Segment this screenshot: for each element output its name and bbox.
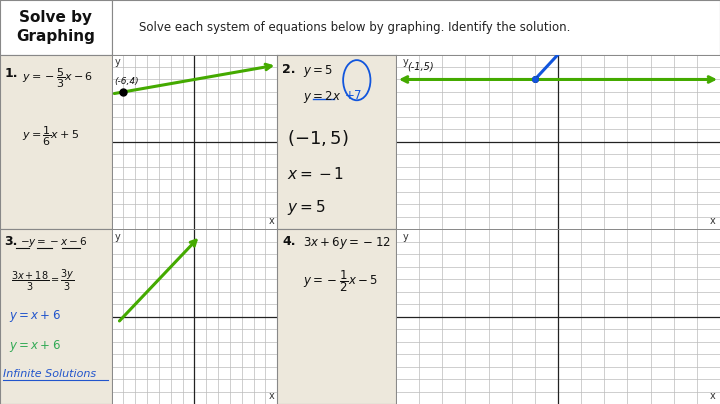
- Text: $y = 2x$: $y = 2x$: [303, 89, 341, 105]
- Text: Solve each system of equations below by graphing. Identify the solution.: Solve each system of equations below by …: [139, 21, 571, 34]
- Text: x: x: [709, 216, 715, 225]
- Text: $y = x + 6$: $y = x + 6$: [9, 338, 60, 354]
- Text: $x = -1$: $x = -1$: [287, 166, 344, 182]
- Text: $y = 5$: $y = 5$: [303, 63, 333, 79]
- Text: $y = -\dfrac{5}{3}x - 6$: $y = -\dfrac{5}{3}x - 6$: [22, 67, 94, 90]
- Text: $y = 5$: $y = 5$: [287, 198, 325, 217]
- Text: y: y: [402, 232, 408, 242]
- Text: (-6,4): (-6,4): [114, 78, 138, 86]
- Text: $\dfrac{3x+18}{3} = \dfrac{3y}{3}$: $\dfrac{3x+18}{3} = \dfrac{3y}{3}$: [12, 268, 75, 293]
- Text: y: y: [402, 57, 408, 67]
- Text: 3.: 3.: [4, 235, 18, 248]
- Text: $-y = -x - 6$: $-y = -x - 6$: [20, 235, 87, 249]
- Text: $3x + 6y = -12$: $3x + 6y = -12$: [303, 235, 391, 251]
- Text: $+7$: $+7$: [343, 89, 362, 103]
- Text: y: y: [115, 57, 121, 67]
- Text: 1.: 1.: [4, 67, 18, 80]
- Text: x: x: [269, 391, 275, 400]
- Text: y: y: [115, 232, 121, 242]
- Text: $y = x + 6$: $y = x + 6$: [9, 308, 60, 324]
- Text: $y = -\dfrac{1}{2}x - 5$: $y = -\dfrac{1}{2}x - 5$: [303, 268, 378, 294]
- Text: x: x: [269, 216, 275, 225]
- Text: Infinite Solutions: Infinite Solutions: [4, 369, 96, 379]
- Text: $y = \dfrac{1}{6}x + 5$: $y = \dfrac{1}{6}x + 5$: [22, 124, 79, 148]
- Text: Solve by
Graphing: Solve by Graphing: [17, 11, 95, 44]
- Text: x: x: [709, 391, 715, 400]
- Text: 4.: 4.: [282, 235, 295, 248]
- Text: (-1,5): (-1,5): [408, 61, 434, 72]
- Text: $(-1,5)$: $(-1,5)$: [287, 128, 348, 148]
- Text: 2.: 2.: [282, 63, 295, 76]
